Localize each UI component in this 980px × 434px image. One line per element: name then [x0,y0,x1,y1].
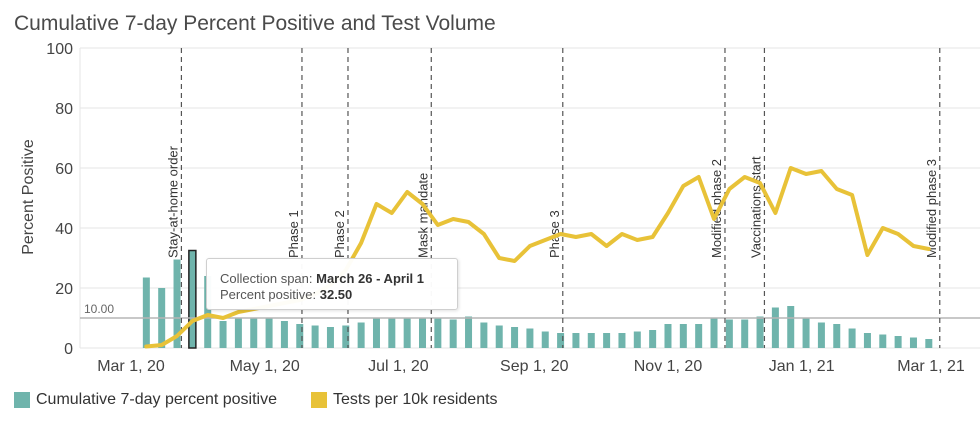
legend: Cumulative 7-day percent positive Tests … [14,391,532,409]
y-axis-ticks: 0 20 40 60 80 100 [46,41,73,358]
y-tick-label-60: 60 [55,161,73,178]
tooltip-percent-value: 32.50 [319,287,353,302]
bar [633,331,641,348]
bar [909,337,917,348]
y-tick-label-80: 80 [55,101,73,118]
bar [879,334,887,348]
bar [679,324,687,348]
event-label: Phase 1 [286,210,301,258]
bar [649,330,657,348]
bar [250,318,258,348]
chart-title: Cumulative 7-day Percent Positive and Te… [14,12,496,35]
tooltip-span-label: Collection span: [220,271,313,286]
bar [557,333,565,348]
bar [710,318,718,348]
bar [342,325,350,348]
bar [311,325,319,348]
bar [925,339,933,348]
bar [833,324,841,348]
bar [265,318,273,348]
bar [587,333,595,348]
bar [572,333,580,348]
bar [787,306,795,348]
event-label: Phase 3 [547,210,562,258]
y-axis-label: Percent Positive [20,139,37,255]
bar [771,307,779,348]
x-tick-label: Mar 1, 21 [897,358,965,375]
legend-item-tests[interactable]: Tests per 10k residents [311,391,498,409]
bar [234,318,242,348]
bar [219,321,227,348]
x-axis-ticks: Mar 1, 20 May 1, 20 Jul 1, 20 Sep 1, 20 Nov … [97,358,965,375]
bar [388,318,396,348]
legend-item-percent-positive[interactable]: Cumulative 7-day percent positive [14,391,277,409]
bar [511,327,519,348]
bar [741,319,749,348]
bar [357,322,365,348]
tooltip-span-value: March 26 - April 1 [316,271,425,286]
y-tick-label-0: 0 [64,341,73,358]
reference-line-label: 10.00 [84,302,114,316]
x-tick-label: May 1, 20 [230,358,300,375]
event-label: Mask mandate [415,173,430,258]
bar [495,325,503,348]
bar [817,322,825,348]
y-tick-label-100: 100 [46,41,73,58]
bar [372,318,380,348]
bar [449,319,457,348]
tooltip-percent-label: Percent positive: [220,287,317,302]
event-label: Vaccinations start [748,156,763,258]
x-tick-label: Mar 1, 20 [97,358,165,375]
bar [465,316,473,348]
bar [204,276,212,348]
bar [480,322,488,348]
bar-highlighted [188,249,197,349]
bar [848,328,856,348]
y-tick-label-20: 20 [55,281,73,298]
x-tick-label: Sep 1, 20 [500,358,569,375]
bar [280,321,288,348]
legend-swatch-line [311,392,328,408]
bar [756,316,764,348]
event-label: Modified phase 2 [709,159,724,258]
y-tick-label-40: 40 [55,221,73,238]
bar [173,259,181,348]
bar [434,318,442,348]
event-markers: Stay-at-home order Phase 1 Phase 2 Mask man… [165,48,941,348]
bar [618,333,626,348]
legend-swatch-bars [14,392,30,408]
bar [863,333,871,348]
bar-series[interactable] [142,249,933,349]
bar [802,318,810,348]
bar [142,277,150,348]
bar [695,324,703,348]
chart: 0 20 40 60 80 100 Percent Positive 10.00 Stay… [20,41,980,375]
bar [664,324,672,348]
tooltip: Collection span: March 26 - April 1 Perc… [206,258,458,310]
bar [603,333,611,348]
bar [326,327,334,348]
event-label: Stay-at-home order [165,145,180,258]
reference-line: 10.00 [80,302,980,319]
bar [541,331,549,348]
x-tick-label: Jul 1, 20 [368,358,429,375]
bar [725,319,733,348]
bar [419,318,427,348]
legend-label-tests: Tests per 10k residents [333,391,498,408]
bar [526,328,534,348]
bar [403,318,411,348]
bar [296,324,304,348]
legend-label-percent-positive: Cumulative 7-day percent positive [36,391,278,408]
x-tick-label: Jan 1, 21 [769,358,835,375]
event-label: Modified phase 3 [924,159,939,258]
event-label: Phase 2 [332,210,347,258]
x-tick-label: Nov 1, 20 [634,358,703,375]
bar [894,336,902,348]
